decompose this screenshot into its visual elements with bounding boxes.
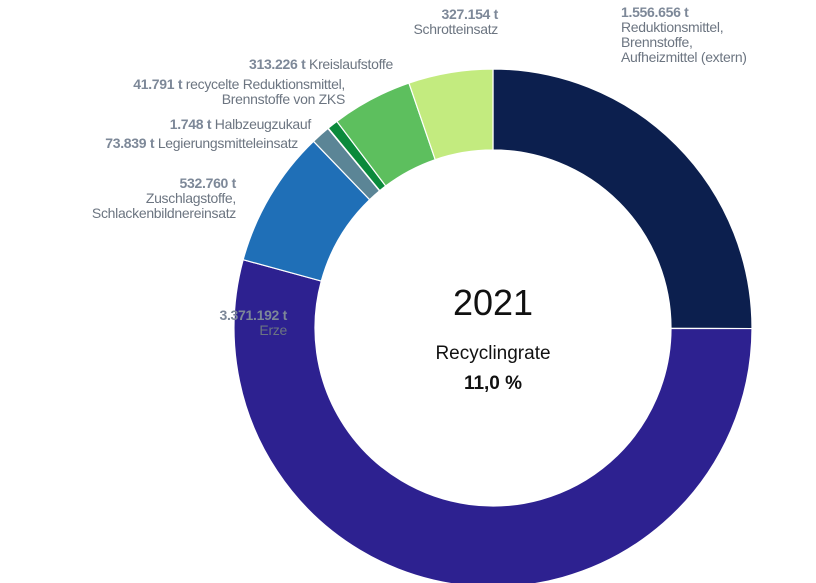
donut-slice xyxy=(408,68,494,161)
category-label: Reduktionsmittel, Brennstoffe, Aufheizmi… xyxy=(621,19,747,65)
category-label: Schrotteinsatz xyxy=(413,21,498,37)
value-label: 73.839 t xyxy=(105,135,155,151)
category-label: Halbzeugzukauf xyxy=(214,116,312,132)
category-label: Kreislaufstoffe xyxy=(309,56,393,72)
category-label: Erze xyxy=(259,322,287,338)
value-label: 41.791 t xyxy=(133,76,183,92)
value-label: 3.371.192 t xyxy=(219,307,287,323)
value-label: 1.556.656 t xyxy=(621,4,689,20)
slice-label: 532.760 t Zuschlagstoffe, Schlackenbildne… xyxy=(92,176,236,221)
category-label: Legierungsmitteleinsatz xyxy=(157,135,298,151)
value-label: 532.760 t xyxy=(179,175,237,191)
value-label: 327.154 t xyxy=(441,6,499,22)
category-label: recycelte Reduktionsmittel, Brennstoffe … xyxy=(185,76,346,107)
slice-label: 3.371.192 t Erze xyxy=(219,308,287,338)
donut-slice xyxy=(233,258,753,583)
slice-label: 73.839 t Legierungsmitteleinsatz xyxy=(105,136,298,151)
slice-label: 1.556.656 t Reduktionsmittel, Brennstoffe… xyxy=(621,5,747,65)
center-label: Recyclingrate xyxy=(435,343,551,364)
center-rate: 11,0 % xyxy=(463,373,523,394)
donut-slice xyxy=(492,68,753,330)
slice-label: 41.791 t recycelte Reduktionsmittel, Bre… xyxy=(133,77,345,107)
slice-label: 327.154 t Schrotteinsatz xyxy=(413,7,498,37)
slice-label: 313.226 t Kreislaufstoffe xyxy=(249,57,393,72)
value-label: 313.226 t xyxy=(248,56,306,72)
category-label: Zuschlagstoffe, Schlackenbildnereinsatz xyxy=(91,190,236,221)
slice-label: 1.748 t Halbzeugzukauf xyxy=(169,116,312,132)
value-label: 1.748 t xyxy=(169,116,212,132)
center-year: 2021 xyxy=(452,282,534,323)
